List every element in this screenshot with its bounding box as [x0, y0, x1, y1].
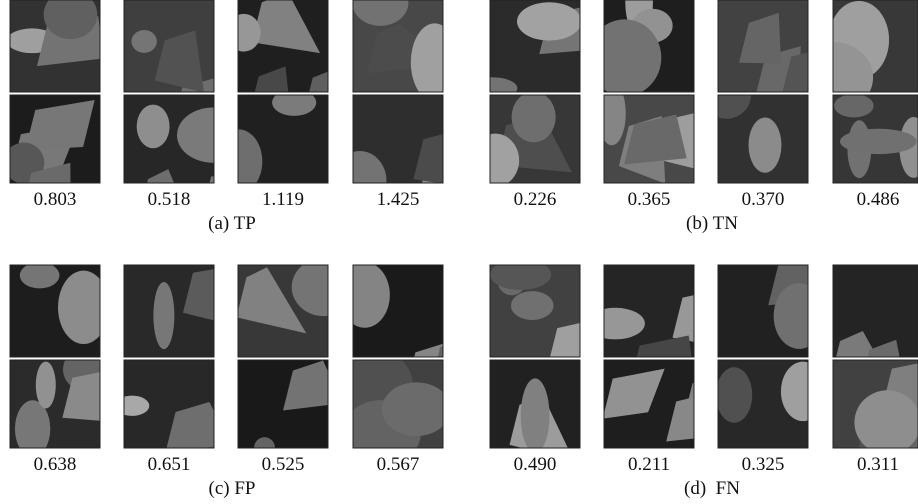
image-patch [215, 89, 328, 193]
score: 0.567 [377, 454, 420, 475]
patch-content [352, 0, 471, 106]
patch-content [7, 0, 104, 92]
patch-blob [749, 118, 782, 173]
score: 0.518 [148, 189, 191, 210]
patch-content [215, 89, 328, 193]
patch-blob [36, 361, 56, 408]
patch-blob [586, 308, 645, 340]
score: 0.211 [628, 454, 670, 475]
score: 0.486 [857, 189, 900, 210]
image-patch [7, 0, 104, 92]
patch-blob [834, 94, 874, 117]
score: 1.119 [262, 189, 304, 210]
patch-blob [137, 105, 170, 149]
figure: 0.803 0.518 1.119 1.425 (a) TP 0.226 0.365 0.37… [0, 0, 918, 504]
image-patch [10, 262, 109, 357]
patch-blob [774, 283, 825, 349]
caption: (a) TP [208, 213, 256, 234]
score: 0.525 [262, 454, 305, 475]
score: 0.638 [34, 454, 77, 475]
patch-blob [517, 2, 581, 40]
score: 1.425 [377, 189, 420, 210]
caption: (c) FP [209, 478, 256, 499]
image-patch [236, 258, 355, 357]
score: 0.803 [34, 189, 77, 210]
patch-blob [854, 390, 918, 454]
patch-blob [840, 129, 917, 154]
patch-blob [292, 258, 355, 316]
patch-blob [115, 396, 149, 416]
image-patch [718, 255, 833, 357]
image-patch [352, 0, 471, 106]
patch-blob [382, 382, 451, 436]
patch-content [124, 263, 255, 357]
patch-blob [472, 134, 519, 187]
score: 0.370 [742, 189, 785, 210]
image-patch [716, 360, 825, 448]
image-patch [124, 263, 255, 357]
patch-content [236, 258, 355, 357]
score: 0.226 [514, 189, 557, 210]
patch-blob [58, 271, 109, 344]
patch-blob [521, 378, 550, 453]
score: 0.325 [742, 454, 785, 475]
score: 0.365 [628, 189, 671, 210]
image-patch [467, 0, 597, 99]
score: 0.490 [514, 454, 557, 475]
patch-blob [227, 14, 261, 52]
patch-content [238, 360, 342, 459]
caption: (d) FN [684, 478, 740, 499]
patch-blob [20, 262, 60, 288]
score: 0.651 [148, 454, 191, 475]
patch-blob [340, 262, 390, 328]
patch-blob [512, 92, 556, 143]
patch-blob [511, 291, 554, 320]
image-patch [472, 92, 580, 187]
image-patch [588, 0, 694, 96]
patch-blob [15, 400, 50, 457]
patch-content [10, 262, 109, 357]
patch-blob [716, 367, 752, 422]
patch-blob [131, 30, 156, 53]
caption: (b) TN [686, 213, 738, 234]
patch-content [716, 360, 825, 448]
patch-content [490, 360, 580, 460]
patch-content [472, 92, 580, 187]
patch-content [10, 347, 121, 457]
patch-blob [153, 282, 174, 349]
patch-content [467, 0, 597, 99]
image-patch [338, 349, 451, 466]
score: 0.311 [857, 454, 899, 475]
patch-blob [781, 362, 825, 421]
patch-blob [411, 23, 459, 101]
image-patch [598, 82, 711, 184]
image-patch [10, 347, 121, 457]
patch-blob [490, 259, 551, 290]
patch-content [718, 255, 833, 357]
patch-blob [272, 89, 316, 116]
patch-blob [588, 19, 661, 96]
patch-blob [215, 129, 262, 193]
image-patch [833, 94, 918, 183]
image-patch [490, 360, 580, 460]
image-patch [238, 360, 342, 459]
patch-content [833, 94, 918, 183]
